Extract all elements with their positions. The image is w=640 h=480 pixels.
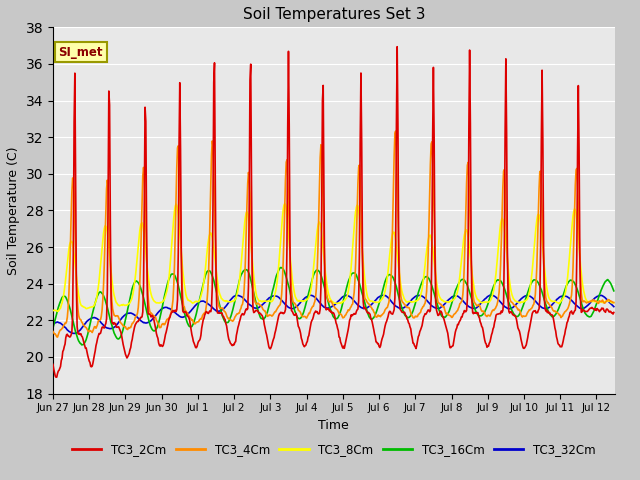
TC3_2Cm <box>129 336 136 342</box>
TC3_4Cm <box>54 334 61 340</box>
TC3_16Cm <box>290 304 298 310</box>
Legend: TC3_2Cm, TC3_4Cm, TC3_8Cm, TC3_16Cm, TC3_32Cm: TC3_2Cm, TC3_4Cm, TC3_8Cm, TC3_16Cm, TC3… <box>67 439 600 461</box>
TC3_8Cm <box>453 291 461 297</box>
TC3_4Cm <box>392 128 399 134</box>
Line: TC3_4Cm: TC3_4Cm <box>53 131 614 337</box>
TC3_2Cm <box>289 310 297 316</box>
TC3_16Cm <box>311 269 319 275</box>
TC3_32Cm <box>70 331 77 336</box>
TC3_32Cm <box>129 311 136 316</box>
TC3_4Cm <box>129 321 136 326</box>
Y-axis label: Soil Temperature (C): Soil Temperature (C) <box>7 146 20 275</box>
TC3_32Cm <box>51 320 59 326</box>
TC3_8Cm <box>467 255 474 261</box>
TC3_8Cm <box>610 300 618 305</box>
TC3_4Cm <box>453 308 461 314</box>
Line: TC3_8Cm: TC3_8Cm <box>53 204 614 312</box>
TC3_16Cm <box>453 285 461 290</box>
TC3_16Cm <box>277 264 285 270</box>
TC3_4Cm <box>610 300 618 305</box>
TC3_2Cm <box>453 325 461 331</box>
TC3_2Cm <box>51 373 59 379</box>
TC3_16Cm <box>78 342 86 348</box>
TC3_16Cm <box>467 292 474 298</box>
TC3_32Cm <box>466 304 474 310</box>
TC3_2Cm <box>610 310 618 315</box>
TC3_32Cm <box>452 293 460 299</box>
TC3_16Cm <box>610 288 618 294</box>
Title: Soil Temperatures Set 3: Soil Temperatures Set 3 <box>243 7 425 22</box>
TC3_16Cm <box>51 316 59 322</box>
TC3_4Cm <box>310 300 318 306</box>
TC3_8Cm <box>49 308 57 313</box>
TC3_8Cm <box>51 308 59 313</box>
Line: TC3_2Cm: TC3_2Cm <box>53 47 614 377</box>
TC3_2Cm <box>52 374 60 380</box>
TC3_4Cm <box>467 230 474 236</box>
Line: TC3_16Cm: TC3_16Cm <box>53 267 614 345</box>
TC3_4Cm <box>289 299 297 305</box>
TC3_2Cm <box>49 361 57 367</box>
TC3_8Cm <box>54 309 61 314</box>
TC3_4Cm <box>49 329 57 335</box>
TC3_8Cm <box>281 201 289 206</box>
TC3_4Cm <box>51 331 59 337</box>
TC3_8Cm <box>129 294 136 300</box>
TC3_32Cm <box>289 306 297 312</box>
TC3_8Cm <box>311 251 319 256</box>
X-axis label: Time: Time <box>318 419 349 432</box>
TC3_2Cm <box>310 311 318 316</box>
TC3_32Cm <box>610 304 618 310</box>
TC3_32Cm <box>310 294 318 300</box>
TC3_32Cm <box>488 292 496 298</box>
TC3_16Cm <box>129 286 136 291</box>
Text: SI_met: SI_met <box>59 46 103 59</box>
Line: TC3_32Cm: TC3_32Cm <box>53 295 614 334</box>
TC3_16Cm <box>49 325 57 331</box>
TC3_8Cm <box>290 287 298 292</box>
TC3_2Cm <box>394 44 401 49</box>
TC3_32Cm <box>49 322 57 327</box>
TC3_2Cm <box>467 121 474 127</box>
